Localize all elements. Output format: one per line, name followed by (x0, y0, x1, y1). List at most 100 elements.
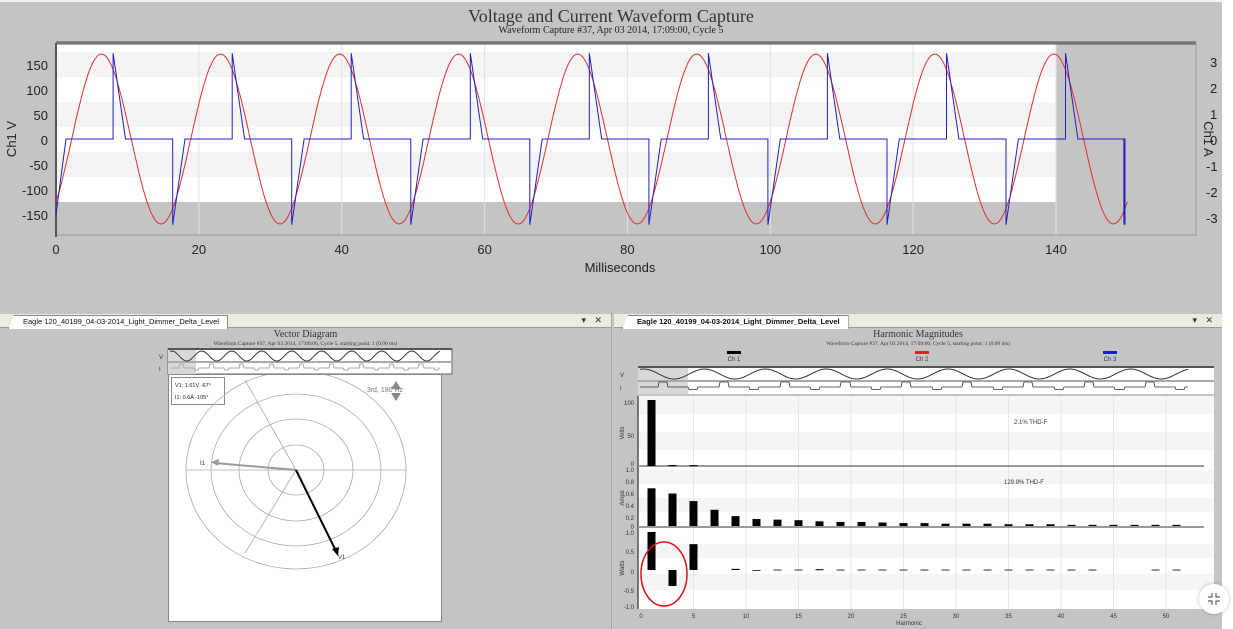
svg-text:10: 10 (743, 614, 750, 620)
polar-plot: I1 V1 (185, 375, 407, 570)
x-axis: 0 20 40 60 80 100 120 140 (52, 242, 1066, 257)
harmonic-bars (647, 400, 1181, 586)
svg-text:0.5: 0.5 (626, 550, 635, 556)
svg-text:45: 45 (1110, 614, 1117, 620)
harmonic-chart[interactable]: Ch 1 Ch 2 Ch 3 V I (614, 348, 1222, 629)
svg-text:0: 0 (631, 462, 635, 468)
y-left-axis: 150 100 50 0 -50 -100 -150 (22, 58, 48, 223)
svg-text:40: 40 (1058, 614, 1065, 620)
svg-text:60: 60 (477, 242, 491, 257)
svg-text:100: 100 (26, 83, 48, 98)
svg-text:-50: -50 (29, 158, 48, 173)
svg-text:1.0: 1.0 (626, 531, 635, 537)
svg-text:25: 25 (900, 614, 907, 620)
collapse-button[interactable] (1199, 584, 1229, 614)
pane-controls[interactable]: ▾ ✕ (581, 315, 605, 325)
svg-text:3: 3 (1210, 55, 1217, 70)
svg-text:0: 0 (52, 242, 59, 257)
svg-text:5: 5 (692, 614, 696, 620)
svg-text:50: 50 (627, 434, 634, 440)
harmonic-x-label: Harmonic (896, 621, 922, 627)
pane-title: Harmonic Magnitudes (873, 329, 963, 340)
svg-text:Ch 1: Ch 1 (728, 357, 741, 363)
pane-subtitle: Waveform Capture #37, Apr 03 2014, 17:09… (826, 341, 1010, 347)
chart-subtitle: Waveform Capture #37, Apr 03 2014, 17:09… (498, 25, 724, 36)
vector-readout: V1: 1.61V -67° I1: 0.6A -105° (171, 377, 225, 405)
svg-text:50: 50 (1163, 614, 1170, 620)
chart-title: Voltage and Current Waveform Capture (468, 6, 754, 26)
svg-text:0: 0 (41, 133, 48, 148)
svg-text:-0.5: -0.5 (624, 589, 635, 595)
svg-text:-1.0: -1.0 (624, 605, 635, 611)
svg-text:V: V (159, 355, 163, 361)
svg-text:Watts: Watts (620, 560, 626, 575)
svg-text:100: 100 (624, 401, 635, 407)
svg-text:0: 0 (631, 525, 635, 531)
svg-text:V: V (620, 373, 624, 379)
svg-text:0.2: 0.2 (626, 516, 635, 522)
amps-axis: 1.0 0.8 0.6 0.4 0.2 0 (626, 468, 635, 531)
svg-text:100: 100 (759, 242, 781, 257)
svg-text:-150: -150 (22, 208, 48, 223)
svg-text:Amps: Amps (620, 490, 626, 505)
svg-text:V1: V1 (338, 555, 346, 561)
legend: Ch 1 Ch 2 Ch 3 (727, 351, 1117, 363)
vector-waveform-strip[interactable]: V I (156, 348, 456, 376)
y-right-label: Ch1 A (1201, 121, 1216, 157)
harmonic-spinner-icon[interactable] (391, 381, 401, 401)
svg-text:0: 0 (631, 570, 635, 576)
svg-text:80: 80 (620, 242, 634, 257)
svg-text:20: 20 (192, 242, 206, 257)
watts-axis: 1.0 0.5 0 -0.5 -1.0 (624, 531, 635, 611)
tabstrip: Eagle 120_40199_04-03-2014_Light_Dimmer_… (0, 314, 611, 329)
svg-text:140: 140 (1045, 242, 1067, 257)
svg-text:120: 120 (902, 242, 924, 257)
harmonic-frequency: 3rd, 180 Hz (366, 387, 403, 394)
svg-text:0: 0 (639, 614, 643, 620)
svg-text:I: I (159, 367, 161, 373)
svg-text:-100: -100 (22, 183, 48, 198)
collapse-icon (1208, 593, 1220, 605)
svg-text:-2: -2 (1206, 185, 1218, 200)
waveform-traces (55, 53, 1128, 225)
pane-subtitle: Waveform Capture #37, Apr 03 2014, 17:09… (213, 341, 398, 347)
x-axis-label: Milliseconds (585, 260, 656, 275)
svg-text:-1: -1 (1206, 159, 1218, 174)
harmonic-magnitudes-pane: Eagle 120_40199_04-03-2014_Light_Dimmer_… (614, 312, 1222, 629)
svg-text:0.6: 0.6 (626, 492, 635, 498)
svg-text:30: 30 (953, 614, 960, 620)
bottom-panes: Eagle 120_40199_04-03-2014_Light_Dimmer_… (0, 312, 1222, 629)
vector-i1: I1 (200, 459, 297, 471)
svg-text:0.4: 0.4 (626, 504, 635, 510)
svg-text:0.8: 0.8 (626, 480, 635, 486)
svg-text:20: 20 (848, 614, 855, 620)
svg-text:I: I (620, 386, 622, 392)
vector-v1: V1 (295, 469, 346, 561)
pane-controls[interactable]: ▾ ✕ (1192, 315, 1216, 325)
amps-thd: 129.9% THD-F (1004, 480, 1044, 486)
svg-text:-3: -3 (1206, 211, 1218, 226)
vector-diagram[interactable]: V1: 1.61V -67° I1: 0.6A -105° 3rd, 180 H… (168, 374, 442, 622)
svg-text:50: 50 (34, 108, 48, 123)
svg-text:40: 40 (334, 242, 348, 257)
volts-axis: 100 50 0 (624, 401, 635, 468)
svg-text:Volts: Volts (620, 426, 626, 439)
readout-i1: I1: 0.6A -105° (175, 395, 209, 401)
svg-text:35: 35 (1005, 614, 1012, 620)
svg-text:0: 0 (1210, 133, 1217, 148)
document-tab[interactable]: Eagle 120_40199_04-03-2014_Light_Dimmer_… (8, 315, 228, 329)
svg-text:150: 150 (26, 58, 48, 73)
document-tab[interactable]: Eagle 120_40199_04-03-2014_Light_Dimmer_… (622, 315, 849, 329)
waveform-chart[interactable]: 150 100 50 0 -50 -100 -150 Ch1 V 3 2 1 0… (0, 2, 1222, 314)
y-left-label: Ch1 V (4, 121, 19, 157)
svg-text:15: 15 (795, 614, 802, 620)
svg-text:1.0: 1.0 (626, 468, 635, 474)
readout-v1: V1: 1.61V -67° (175, 383, 211, 389)
waveform-panel: Voltage and Current Waveform Capture Wav… (0, 0, 1222, 312)
y-right-axis: 3 2 1 0 -1 -2 -3 (1206, 55, 1218, 226)
svg-text:2: 2 (1210, 81, 1217, 96)
highlight-ellipse (640, 541, 688, 607)
grid-bands (56, 52, 1056, 177)
volts-thd: 2.1% THD-F (1014, 420, 1048, 426)
